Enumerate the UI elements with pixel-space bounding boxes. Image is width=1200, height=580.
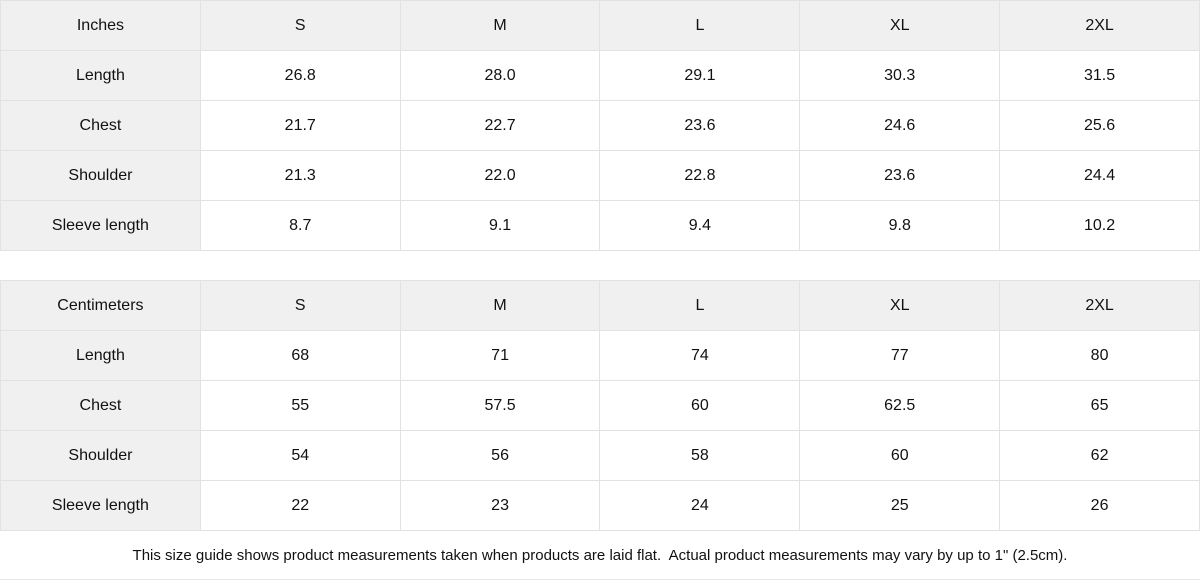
measurement-cell: 62.5 xyxy=(799,380,1001,431)
measurement-cell: 68 xyxy=(199,330,401,381)
measurement-cell: 60 xyxy=(599,380,801,431)
measurement-cell: 22.8 xyxy=(599,150,801,201)
size-column-header: XL xyxy=(799,0,1001,51)
measurement-cell: 21.7 xyxy=(199,100,401,151)
measurement-cell: 22.0 xyxy=(399,150,601,201)
measurement-cell: 31.5 xyxy=(999,50,1200,101)
size-column-header: 2XL xyxy=(999,280,1200,331)
measurement-cell: 9.8 xyxy=(799,200,1001,251)
measurement-cell: 26.8 xyxy=(199,50,401,101)
row-label-cell: Sleeve length xyxy=(0,480,201,531)
size-column-header: L xyxy=(599,0,801,51)
table-row: Chest 55 57.5 60 62.5 65 xyxy=(0,380,1200,431)
measurement-cell: 8.7 xyxy=(199,200,401,251)
measurement-cell: 9.4 xyxy=(599,200,801,251)
measurement-cell: 9.1 xyxy=(399,200,601,251)
row-label-cell: Length xyxy=(0,50,201,101)
measurement-cell: 24.4 xyxy=(999,150,1200,201)
table-row: Sleeve length 8.7 9.1 9.4 9.8 10.2 xyxy=(0,200,1200,251)
measurement-cell: 23 xyxy=(399,480,601,531)
measurement-cell: 71 xyxy=(399,330,601,381)
measurement-cell: 26 xyxy=(999,480,1200,531)
measurement-cell: 80 xyxy=(999,330,1200,381)
row-label-cell: Sleeve length xyxy=(0,200,201,251)
measurement-cell: 77 xyxy=(799,330,1001,381)
measurement-cell: 23.6 xyxy=(799,150,1001,201)
size-column-header: L xyxy=(599,280,801,331)
row-label-cell: Chest xyxy=(0,380,201,431)
row-label-cell: Length xyxy=(0,330,201,381)
table-row: Length 68 71 74 77 80 xyxy=(0,330,1200,381)
unit-header-cell: Inches xyxy=(0,0,201,51)
measurement-cell: 30.3 xyxy=(799,50,1001,101)
measurement-cell: 24 xyxy=(599,480,801,531)
size-column-header: 2XL xyxy=(999,0,1200,51)
measurement-cell: 29.1 xyxy=(599,50,801,101)
measurement-cell: 24.6 xyxy=(799,100,1001,151)
measurement-cell: 21.3 xyxy=(199,150,401,201)
size-column-header: S xyxy=(199,280,401,331)
measurement-cell: 54 xyxy=(199,430,401,481)
measurement-cell: 74 xyxy=(599,330,801,381)
size-column-header: M xyxy=(399,280,601,331)
measurement-cell: 25.6 xyxy=(999,100,1200,151)
table-row: Shoulder 54 56 58 60 62 xyxy=(0,430,1200,481)
size-table-centimeters: Centimeters S M L XL 2XL Length 68 71 74 77 80 Chest… xyxy=(0,280,1200,531)
size-column-header: S xyxy=(199,0,401,51)
measurement-cell: 10.2 xyxy=(999,200,1200,251)
measurement-cell: 60 xyxy=(799,430,1001,481)
size-column-header: XL xyxy=(799,280,1001,331)
measurement-cell: 22.7 xyxy=(399,100,601,151)
unit-header-cell: Centimeters xyxy=(0,280,201,331)
header-row: Inches S M L XL 2XL xyxy=(0,0,1200,51)
header-row: Centimeters S M L XL 2XL xyxy=(0,280,1200,331)
row-label-cell: Shoulder xyxy=(0,150,201,201)
table-row: Shoulder 21.3 22.0 22.8 23.6 24.4 xyxy=(0,150,1200,201)
size-guide-note: This size guide shows product measuremen… xyxy=(0,531,1200,580)
measurement-cell: 22 xyxy=(199,480,401,531)
row-label-cell: Chest xyxy=(0,100,201,151)
measurement-cell: 65 xyxy=(999,380,1200,431)
row-label-cell: Shoulder xyxy=(0,430,201,481)
table-row: Sleeve length 22 23 24 25 26 xyxy=(0,480,1200,531)
measurement-cell: 23.6 xyxy=(599,100,801,151)
measurement-cell: 56 xyxy=(399,430,601,481)
table-row: Chest 21.7 22.7 23.6 24.6 25.6 xyxy=(0,100,1200,151)
measurement-cell: 62 xyxy=(999,430,1200,481)
table-gap xyxy=(0,251,1200,280)
measurement-cell: 28.0 xyxy=(399,50,601,101)
size-table-inches: Inches S M L XL 2XL Length 26.8 28.0 29.1 30.3 31.5… xyxy=(0,0,1200,251)
measurement-cell: 58 xyxy=(599,430,801,481)
table-row: Length 26.8 28.0 29.1 30.3 31.5 xyxy=(0,50,1200,101)
size-column-header: M xyxy=(399,0,601,51)
measurement-cell: 57.5 xyxy=(399,380,601,431)
measurement-cell: 25 xyxy=(799,480,1001,531)
measurement-cell: 55 xyxy=(199,380,401,431)
